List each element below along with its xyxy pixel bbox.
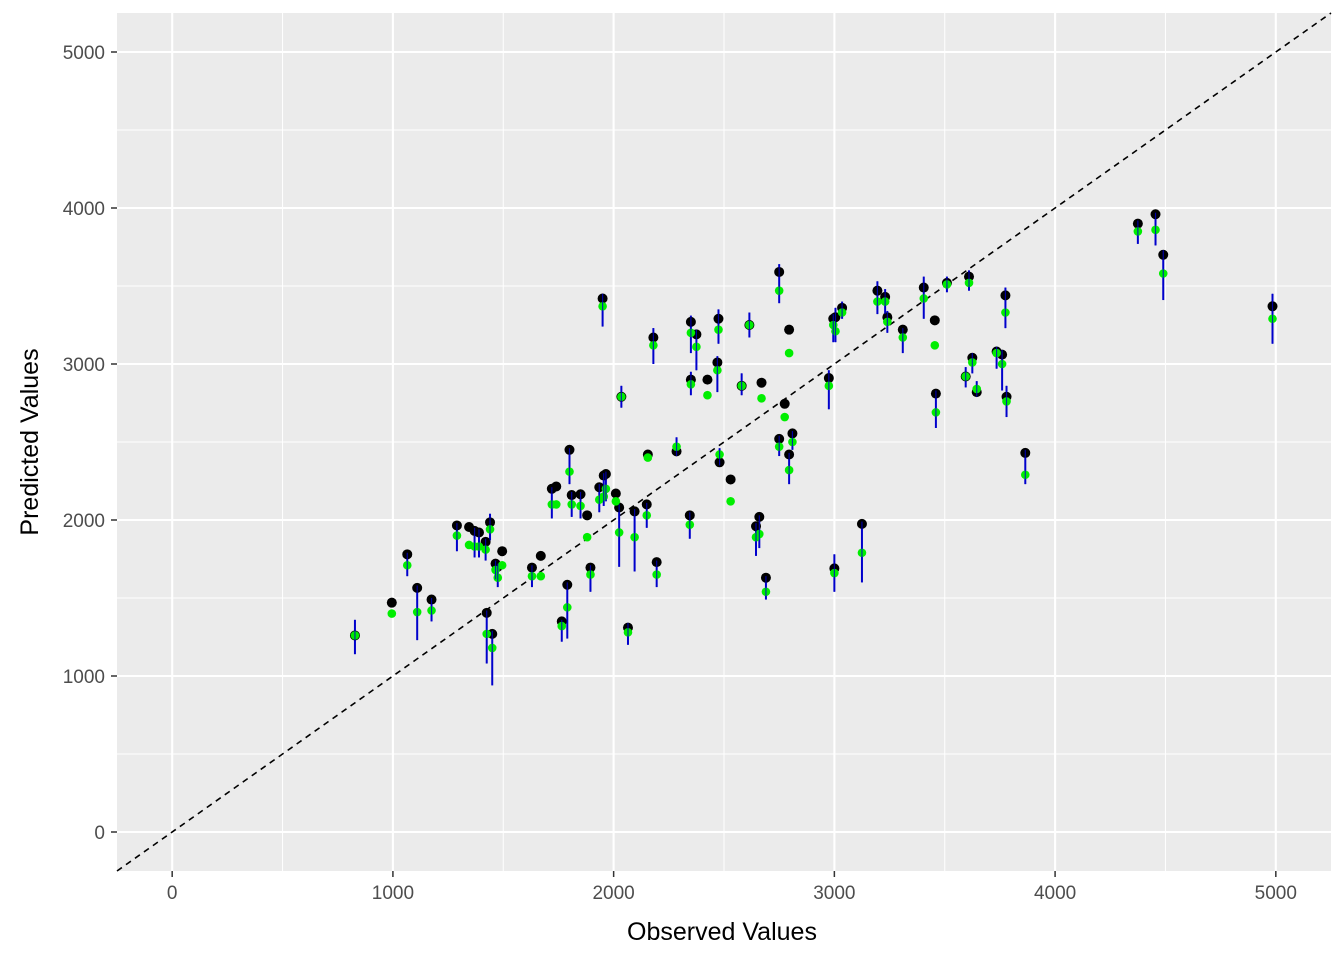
predicted-point <box>497 546 508 557</box>
reference-line-layer <box>116 12 1332 872</box>
predicted-point <box>610 488 621 499</box>
alt-point <box>387 609 397 618</box>
predicted-point <box>582 510 593 521</box>
predicted-point <box>551 481 562 492</box>
y-tick-label: 3000 <box>63 355 105 376</box>
alt-point <box>726 496 735 506</box>
y-tick-label: 2000 <box>63 511 105 532</box>
alt-point <box>551 500 561 509</box>
x-tick-label: 1000 <box>372 883 414 904</box>
y-tick-label: 4000 <box>63 199 105 220</box>
x-axis-label: Observed Values <box>627 918 817 946</box>
grid-minor <box>117 13 1331 871</box>
alt-point <box>757 394 766 403</box>
alt-point <box>582 532 592 542</box>
y-tick-label: 5000 <box>63 43 105 64</box>
alt-point <box>780 412 789 422</box>
y-axis-label: Predicted Values <box>16 348 44 535</box>
alt-point <box>536 571 546 581</box>
y-tick-label: 0 <box>94 823 105 844</box>
alt-point <box>611 496 621 506</box>
y-axis-ticks: 0 1000 2000 3000 4000 5000 <box>63 43 117 844</box>
alt-points-layer <box>350 212 1277 686</box>
x-tick-label: 4000 <box>1034 883 1076 904</box>
predicted-point <box>725 474 736 485</box>
x-axis-ticks: 0 1000 2000 3000 4000 5000 <box>167 871 1297 904</box>
x-tick-label: 3000 <box>813 883 855 904</box>
predicted-point <box>535 550 546 561</box>
alt-point <box>643 453 653 462</box>
alt-point <box>497 560 507 570</box>
predicted-point <box>779 398 790 409</box>
x-tick-label: 2000 <box>592 883 634 904</box>
predicted-point <box>929 315 940 326</box>
y-tick-label: 1000 <box>63 667 105 688</box>
x-tick-label: 0 <box>167 883 178 904</box>
predicted-point <box>386 597 397 608</box>
reference-line <box>116 12 1332 872</box>
alt-point <box>703 390 712 400</box>
predicted-point <box>784 324 795 335</box>
alt-point <box>930 340 940 350</box>
x-tick-label: 5000 <box>1255 883 1297 904</box>
grid-major <box>117 13 1331 871</box>
predicted-point <box>756 377 767 388</box>
alt-point <box>784 348 794 358</box>
predicted-point <box>702 374 713 385</box>
